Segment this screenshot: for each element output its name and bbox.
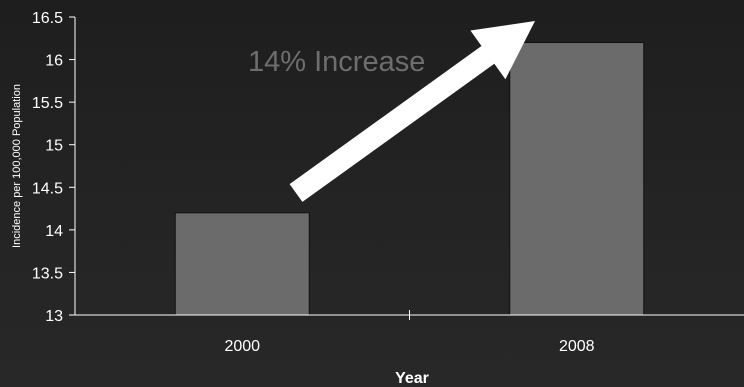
bar-2000 bbox=[174, 212, 310, 316]
y-ticks-group: 16.5 16 15.5 15 14.5 14 13.5 13 bbox=[32, 10, 75, 325]
y-tick-label: 15 bbox=[45, 138, 63, 155]
y-tick-label: 14.5 bbox=[32, 180, 63, 197]
y-axis-title: Incidence per 100,000 Population bbox=[11, 84, 23, 248]
bars-group bbox=[174, 42, 645, 316]
y-tick-label: 13 bbox=[45, 308, 63, 325]
increase-arrow bbox=[289, 21, 535, 202]
x-ticks-group: 2000 2008 bbox=[224, 310, 595, 355]
y-tick-label: 16 bbox=[45, 53, 63, 70]
y-tick-label: 16.5 bbox=[32, 10, 63, 27]
y-tick-label: 15.5 bbox=[32, 95, 63, 112]
x-axis-title: Year bbox=[395, 370, 429, 387]
x-tick-label: 2008 bbox=[559, 338, 595, 355]
x-tick-label: 2000 bbox=[224, 338, 260, 355]
y-tick-label: 13.5 bbox=[32, 265, 63, 282]
y-tick-label: 14 bbox=[45, 223, 63, 240]
increase-annotation: 14% Increase bbox=[248, 46, 425, 78]
bar-2008 bbox=[509, 42, 645, 316]
